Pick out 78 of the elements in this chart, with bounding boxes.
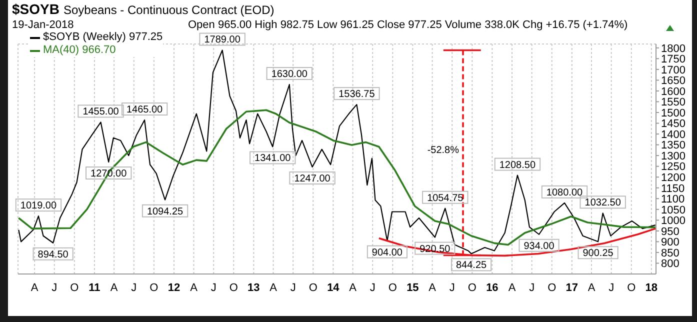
x-tick-label: O bbox=[150, 282, 159, 294]
y-tick-label: 850 bbox=[661, 247, 680, 260]
x-tick-label: O bbox=[627, 282, 636, 294]
x-tick-label: J bbox=[370, 282, 376, 294]
x-tick-label: A bbox=[349, 282, 358, 294]
y-tick-label: 1450 bbox=[661, 118, 686, 130]
y-tick-label: 1650 bbox=[661, 75, 686, 88]
chart-title: $SOYB bbox=[12, 1, 60, 17]
legend-label: $SOYB (Weekly) 977.25 bbox=[43, 31, 163, 44]
annotation: 1630.00 bbox=[271, 68, 308, 80]
annotation: 1054.75 bbox=[427, 192, 464, 204]
annotation: 934.00 bbox=[524, 240, 555, 252]
annotation: 904.00 bbox=[372, 247, 403, 258]
y-tick-label: 1550 bbox=[661, 96, 686, 109]
y-tick-label: 1050 bbox=[661, 204, 686, 216]
x-tick-label: O bbox=[468, 282, 477, 294]
y-tick-label: 950 bbox=[661, 226, 680, 238]
y-tick-label: 1200 bbox=[661, 172, 686, 184]
y-tick-label: 1000 bbox=[661, 215, 686, 228]
y-tick-label: 1500 bbox=[661, 107, 686, 120]
x-tick-label: A bbox=[428, 282, 437, 294]
x-tick-label: 16 bbox=[486, 282, 498, 294]
annotation: 1094.25 bbox=[146, 206, 184, 218]
x-tick-label: J bbox=[131, 282, 137, 294]
x-tick-label: O bbox=[388, 282, 398, 294]
y-tick-label: 1100 bbox=[661, 194, 685, 206]
x-tick-label: A bbox=[508, 282, 516, 294]
x-tick-label: 12 bbox=[168, 282, 180, 294]
annotation: 1019.00 bbox=[20, 200, 57, 212]
x-tick-label: O bbox=[308, 282, 318, 294]
annotation: 1536.75 bbox=[338, 89, 376, 100]
x-tick-label: J bbox=[449, 282, 455, 294]
x-tick-label: A bbox=[190, 282, 198, 294]
text: 19-Jan-2018 bbox=[12, 19, 74, 31]
x-tick-label: 11 bbox=[88, 282, 100, 294]
text: Open 965.00 High 982.75 Low 961.25 Close 977.25 Volume 338.0K Chg +16.75 (+1.74%) bbox=[188, 19, 628, 31]
x-tick-label: A bbox=[270, 282, 278, 294]
y-tick-label: 1350 bbox=[661, 140, 686, 152]
y-tick-label: 1700 bbox=[661, 64, 686, 76]
x-tick-label: J bbox=[529, 282, 535, 294]
annotation: 1247.00 bbox=[294, 173, 331, 184]
chart-subtitle: Soybeans - Continuous Contract (EOD) bbox=[63, 3, 274, 17]
x-tick-label: 18 bbox=[645, 282, 658, 294]
x-tick-label: J bbox=[210, 282, 216, 294]
x-tick-label: 13 bbox=[248, 282, 260, 294]
x-tick-label: J bbox=[608, 282, 614, 294]
annotation: 1208.50 bbox=[499, 160, 536, 171]
annotation: 1080.00 bbox=[546, 187, 584, 198]
annotation: 1341.00 bbox=[254, 153, 292, 164]
annotation: 1789.00 bbox=[204, 34, 241, 46]
y-tick-label: 1600 bbox=[661, 86, 686, 98]
annotation: 844.25 bbox=[456, 260, 488, 272]
legend-label: MA(40) 966.70 bbox=[43, 44, 116, 57]
annotation: 1465.00 bbox=[126, 104, 164, 116]
y-tick-label: 1750 bbox=[661, 54, 686, 66]
x-tick-label: O bbox=[548, 282, 557, 294]
x-tick-label: J bbox=[52, 282, 58, 294]
y-tick-label: 900 bbox=[661, 236, 680, 249]
y-tick-label: 1400 bbox=[661, 128, 686, 141]
y-tick-label: 1250 bbox=[661, 161, 686, 174]
y-tick-label: 1300 bbox=[661, 150, 686, 162]
x-tick-label: J bbox=[290, 282, 296, 294]
x-tick-label: 14 bbox=[327, 282, 340, 294]
x-tick-label: 17 bbox=[566, 282, 578, 294]
x-tick-label: 15 bbox=[406, 282, 419, 294]
annotation: 1455.00 bbox=[82, 106, 120, 118]
annotation: 900.25 bbox=[582, 248, 614, 260]
annotation: 1032.50 bbox=[584, 198, 622, 209]
y-tick-label: 1800 bbox=[661, 42, 686, 55]
annotation: -52.8% bbox=[427, 145, 460, 156]
x-tick-label: O bbox=[229, 282, 238, 294]
x-tick-label: A bbox=[110, 282, 118, 294]
annotation: 894.50 bbox=[38, 249, 69, 260]
x-tick-label: A bbox=[588, 282, 596, 294]
y-tick-label: 1150 bbox=[661, 182, 685, 195]
y-tick-label: 800 bbox=[661, 258, 680, 270]
x-tick-label: A bbox=[30, 282, 39, 294]
x-tick-label: O bbox=[70, 282, 80, 294]
